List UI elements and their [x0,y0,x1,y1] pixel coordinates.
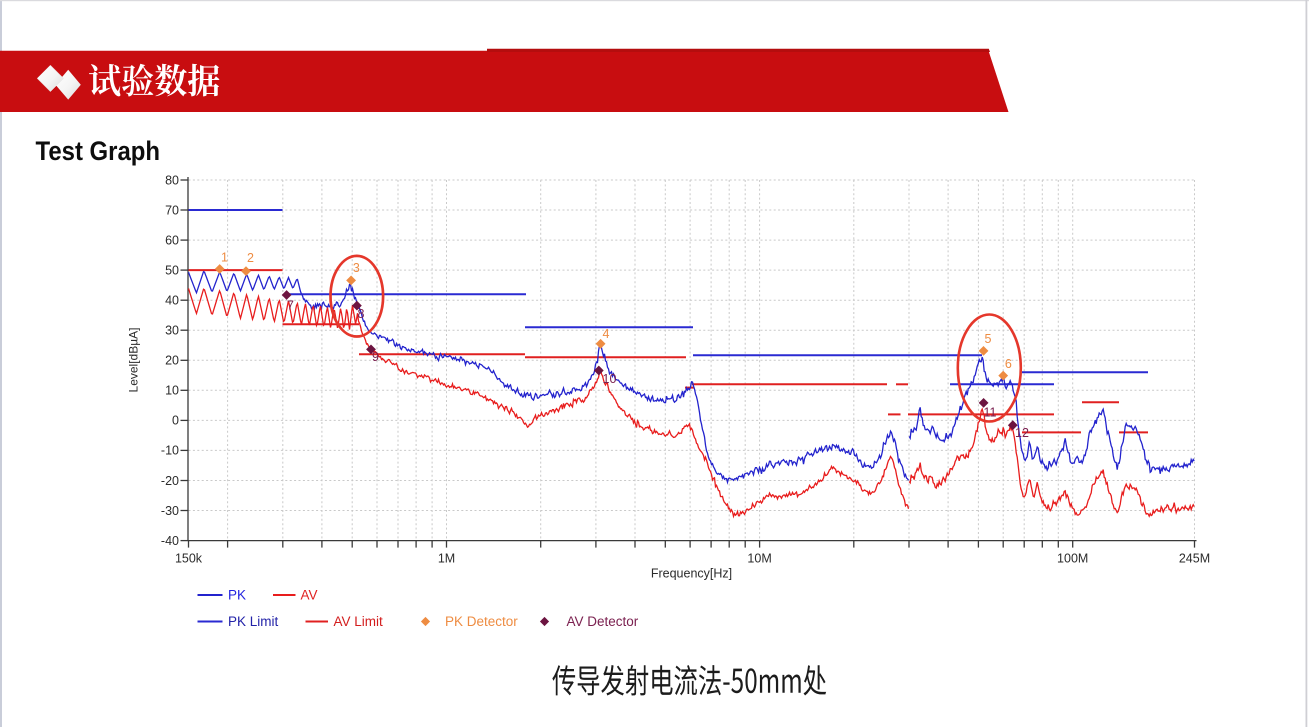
svg-text:8: 8 [358,307,365,321]
svg-text:1M: 1M [438,552,455,566]
svg-text:PK: PK [228,588,246,603]
svg-text:3: 3 [353,261,360,275]
svg-text:Frequency[Hz]: Frequency[Hz] [651,567,732,581]
svg-text:100M: 100M [1057,552,1088,566]
svg-text:PK Limit: PK Limit [228,614,279,629]
svg-text:20: 20 [165,354,179,368]
svg-text:80: 80 [165,173,179,187]
svg-text:6: 6 [1005,357,1012,371]
svg-text:10: 10 [165,384,179,398]
svg-text:40: 40 [165,294,179,308]
svg-text:AV Limit: AV Limit [334,614,384,629]
svg-text:11: 11 [984,406,997,420]
svg-text:-30: -30 [161,504,179,518]
svg-text:60: 60 [165,233,179,247]
svg-text:2: 2 [247,251,254,265]
svg-text:-20: -20 [161,474,179,488]
svg-text:AV: AV [301,588,318,603]
svg-text:10: 10 [603,372,617,386]
svg-text:70: 70 [165,203,179,217]
svg-text:30: 30 [165,324,179,338]
svg-text:AV Detector: AV Detector [567,614,639,629]
svg-text:PK Detector: PK Detector [445,614,518,629]
svg-text:Level[dBµA]: Level[dBµA] [127,328,141,393]
svg-text:9: 9 [372,350,379,364]
svg-text:10M: 10M [747,552,771,566]
svg-text:4: 4 [603,327,610,341]
svg-text:1: 1 [221,251,228,265]
svg-text:7: 7 [287,299,294,313]
svg-text:150k: 150k [175,552,203,566]
svg-text:Test Graph: Test Graph [36,136,161,166]
svg-text:12: 12 [1015,426,1029,440]
svg-text:5: 5 [985,332,992,346]
svg-text:245M: 245M [1179,552,1210,566]
svg-text:0: 0 [172,414,179,428]
svg-text:-40: -40 [161,534,179,548]
svg-text:50: 50 [165,263,179,277]
svg-text:-10: -10 [161,444,179,458]
